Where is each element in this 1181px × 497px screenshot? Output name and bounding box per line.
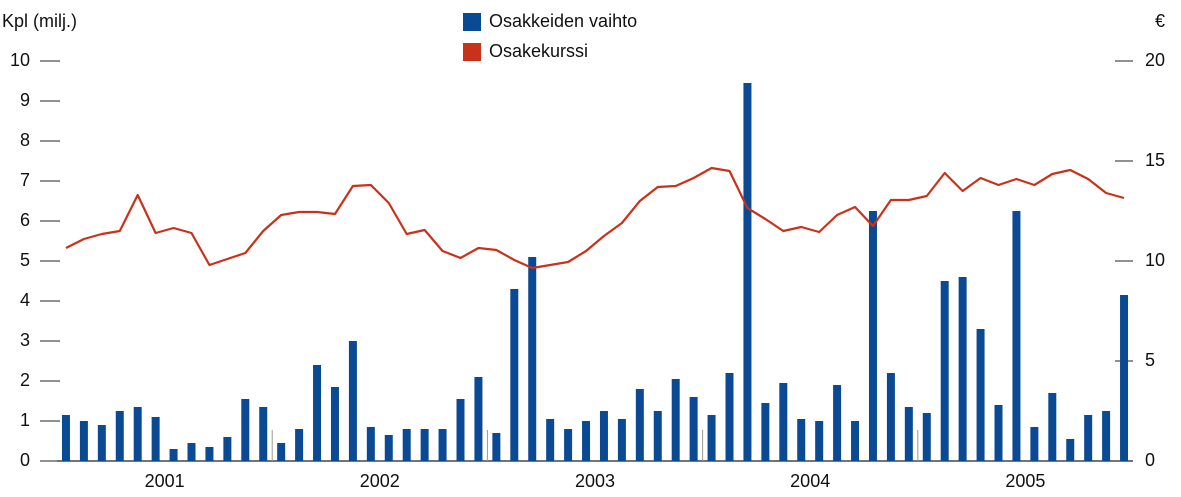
bar xyxy=(904,407,913,461)
y2-axis-title: € xyxy=(1155,11,1165,31)
bar xyxy=(564,429,573,461)
bar xyxy=(761,403,770,461)
bar xyxy=(151,417,160,461)
y2-tick-label: 0 xyxy=(1145,450,1155,470)
bar xyxy=(940,281,949,461)
bar xyxy=(994,405,1003,461)
y2-tick-label: 15 xyxy=(1145,150,1165,170)
bar xyxy=(922,413,931,461)
bar xyxy=(833,385,842,461)
bar xyxy=(1084,415,1093,461)
bar xyxy=(169,449,178,461)
bar xyxy=(115,411,124,461)
bar xyxy=(492,433,501,461)
bar xyxy=(797,419,806,461)
bar xyxy=(330,387,339,461)
bar xyxy=(295,429,304,461)
bar xyxy=(133,407,142,461)
bar xyxy=(976,329,985,461)
bar xyxy=(438,429,447,461)
bar xyxy=(348,341,357,461)
y2-tick-label: 10 xyxy=(1145,250,1165,270)
bar xyxy=(313,365,322,461)
legend-swatch xyxy=(463,43,481,61)
bar xyxy=(223,437,232,461)
bar xyxy=(187,443,196,461)
y-tick-label: 0 xyxy=(20,450,30,470)
bar xyxy=(779,383,788,461)
x-tick-label: 2005 xyxy=(1005,471,1045,491)
y-tick-label: 6 xyxy=(20,210,30,230)
bar xyxy=(725,373,734,461)
bar xyxy=(743,83,752,461)
bar xyxy=(61,415,70,461)
bar xyxy=(528,257,537,461)
bar xyxy=(384,435,393,461)
bar xyxy=(815,421,824,461)
bar xyxy=(1102,411,1111,461)
x-tick-label: 2003 xyxy=(575,471,615,491)
bar xyxy=(402,429,411,461)
y-tick-label: 3 xyxy=(20,330,30,350)
x-tick-label: 2001 xyxy=(145,471,185,491)
y-axis-title: Kpl (milj.) xyxy=(2,11,77,31)
bar xyxy=(1048,393,1057,461)
y-tick-label: 5 xyxy=(20,250,30,270)
bar xyxy=(1012,211,1021,461)
bar xyxy=(582,421,591,461)
bar xyxy=(689,397,698,461)
bar xyxy=(241,399,250,461)
price-line xyxy=(65,166,1125,270)
legend-swatch xyxy=(463,13,481,31)
y-tick-label: 2 xyxy=(20,370,30,390)
bar xyxy=(546,419,555,461)
x-tick-label: 2002 xyxy=(360,471,400,491)
bar xyxy=(707,415,716,461)
bar xyxy=(653,411,662,461)
bar xyxy=(420,429,429,461)
bar xyxy=(851,421,860,461)
legend-label: Osakekurssi xyxy=(489,41,588,61)
bar xyxy=(474,377,483,461)
bar xyxy=(868,211,877,461)
bar xyxy=(958,277,967,461)
bar xyxy=(886,373,895,461)
bar xyxy=(97,425,106,461)
bar xyxy=(510,289,519,461)
bar xyxy=(205,447,214,461)
bar xyxy=(671,379,680,461)
y-tick-label: 9 xyxy=(20,90,30,110)
y-tick-label: 1 xyxy=(20,410,30,430)
y2-tick-label: 20 xyxy=(1145,50,1165,70)
y2-tick-label: 5 xyxy=(1145,350,1155,370)
bar xyxy=(1120,295,1129,461)
bar xyxy=(366,427,375,461)
bar xyxy=(1066,439,1075,461)
bar xyxy=(259,407,268,461)
bar xyxy=(635,389,644,461)
bar xyxy=(599,411,608,461)
bar xyxy=(79,421,88,461)
bar xyxy=(1030,427,1039,461)
bar xyxy=(617,419,626,461)
bar xyxy=(277,443,286,461)
x-tick-label: 2004 xyxy=(790,471,830,491)
legend-label: Osakkeiden vaihto xyxy=(489,11,637,31)
y-tick-label: 7 xyxy=(20,170,30,190)
y-tick-label: 10 xyxy=(10,50,30,70)
bar xyxy=(456,399,465,461)
y-tick-label: 8 xyxy=(20,130,30,150)
y-tick-label: 4 xyxy=(20,290,30,310)
